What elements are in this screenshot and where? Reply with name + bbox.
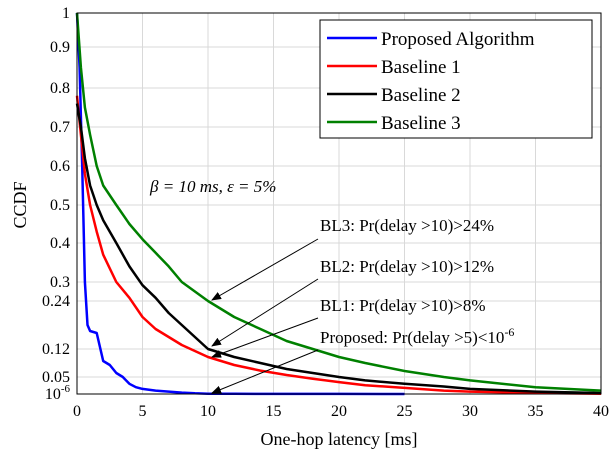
y-tick-label: 0.3	[50, 274, 70, 291]
y-tick-label: 0.05	[42, 369, 70, 386]
annotation-arrows	[211, 238, 319, 394]
series-line-baseline-3	[75, 12, 602, 392]
y-tick-label: 0.5	[50, 197, 70, 214]
x-tick-label: 15	[266, 403, 282, 420]
x-tick-label: 5	[139, 403, 147, 420]
arrow-bl3	[211, 238, 319, 301]
parameter-annotation: β = 10 ms, ε = 5%	[149, 177, 276, 196]
series-line-baseline-2	[75, 103, 602, 395]
plot-frame	[76, 12, 602, 395]
x-axis-label: One-hop latency [ms]	[261, 429, 418, 449]
arrow-bl2	[211, 278, 319, 347]
annotation-bl1: BL1: Pr(delay >10)>8%	[320, 296, 486, 315]
y-tick-label: 0.24	[42, 293, 70, 310]
x-tick-label: 40	[593, 403, 609, 420]
tick-labels: 0 5 10 15 20 25 30 35 40 1 0.9 0.8 0.7 0.6 0.5 0.4 0.3 0.…	[42, 5, 609, 420]
y-tick-label: 0.9	[50, 39, 70, 56]
x-tick-label: 10	[200, 403, 216, 420]
y-axis-label: CCDF	[10, 181, 30, 228]
x-tick-label: 35	[528, 403, 544, 420]
y-tick-label: 0.4	[50, 235, 70, 252]
annotation-bl2: BL2: Pr(delay >10)>12%	[320, 257, 494, 276]
x-tick-label: 20	[331, 403, 347, 420]
legend-label-proposed: Proposed Algorithm	[381, 29, 535, 50]
legend-box	[319, 19, 593, 139]
x-tick-label: 25	[397, 403, 413, 420]
x-tick-label: 0	[73, 403, 81, 420]
arrow-bl1	[211, 317, 319, 358]
x-tick-label: 30	[462, 403, 478, 420]
y-tick-label: 10-6	[45, 383, 71, 403]
legend-label-baseline-2: Baseline 2	[381, 85, 461, 106]
annotation-bl3: BL3: Pr(delay >10)>24%	[320, 216, 494, 235]
annotation-proposed: Proposed: Pr(delay >5)<10-6	[320, 325, 514, 347]
y-tick-label: 0.12	[42, 341, 70, 358]
y-tick-label: 1	[62, 5, 70, 22]
legend-label-baseline-1: Baseline 1	[381, 57, 461, 78]
legend-label-baseline-3: Baseline 3	[381, 113, 461, 134]
arrow-proposed	[211, 349, 319, 394]
y-tick-label: 0.6	[50, 158, 70, 175]
series-line-baseline-1	[75, 95, 602, 395]
y-tick-label: 0.7	[50, 119, 70, 136]
legend: Proposed Algorithm Baseline 1 Baseline 2…	[319, 19, 593, 139]
y-tick-label: 0.8	[50, 80, 70, 97]
